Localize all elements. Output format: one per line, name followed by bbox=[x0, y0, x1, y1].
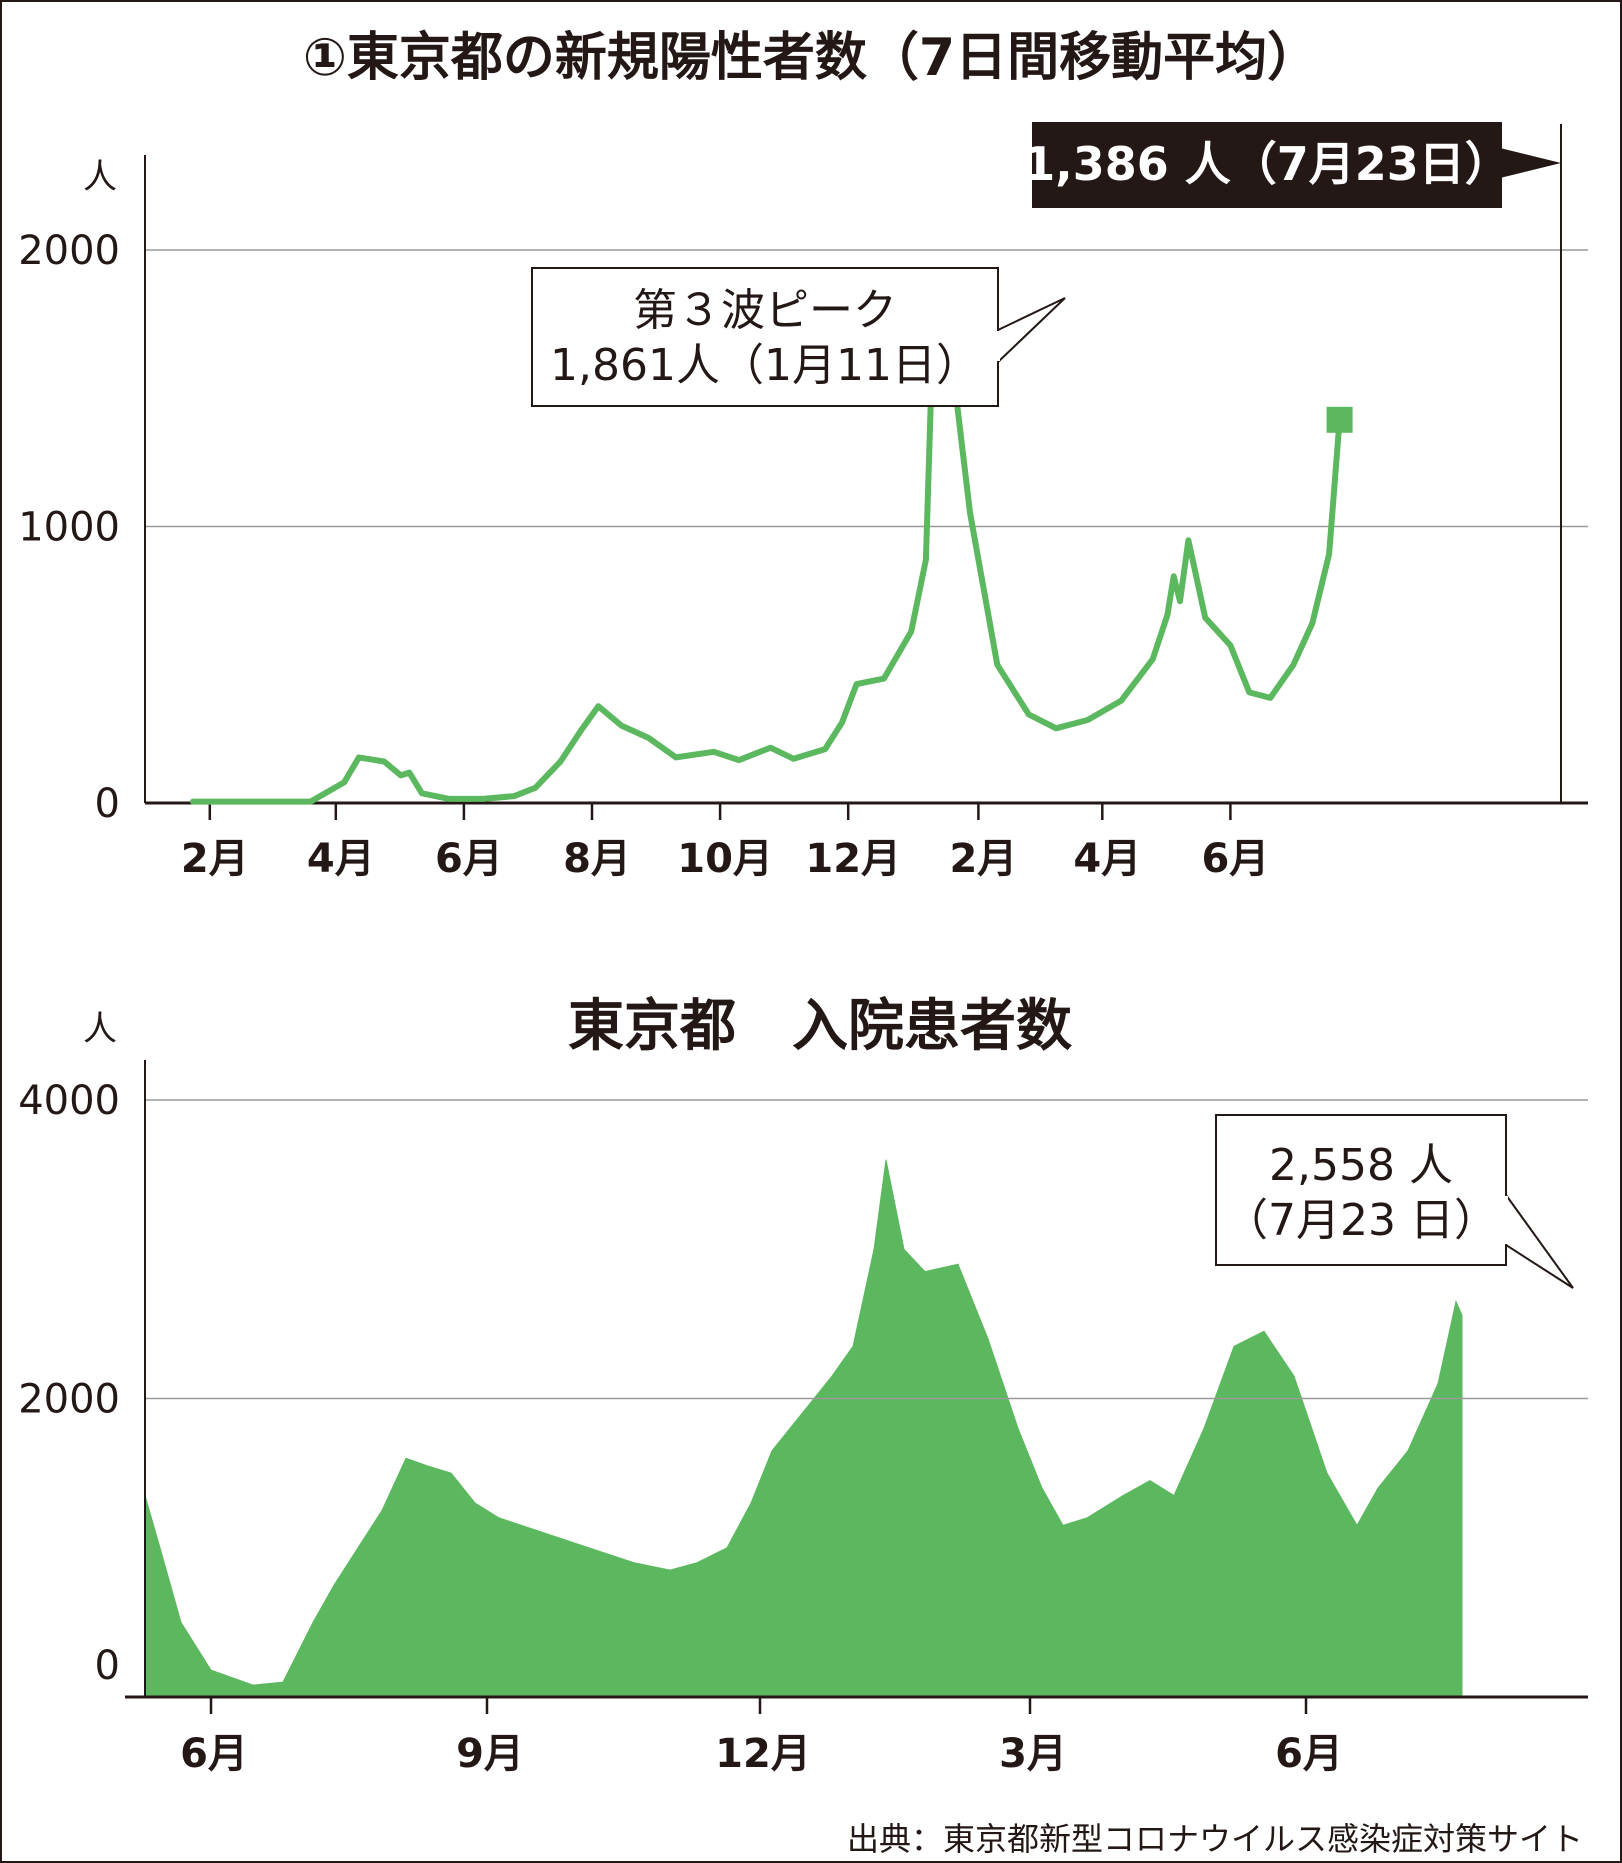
chart1-x-tick-label: 6月 bbox=[435, 836, 503, 882]
chart2-x-tick-labels: 6月 9月 12月 3月 6月 bbox=[180, 1697, 1343, 1777]
chart2-y-tick-label: 4000 bbox=[18, 1078, 120, 1124]
chart2-x-tick-label: 12月 bbox=[715, 1731, 811, 1777]
chart1-title: ①東京都の新規陽性者数（7日間移動平均） bbox=[303, 28, 1319, 88]
chart1-x-tick-label: 2月 bbox=[181, 836, 249, 882]
chart1-y-tick-label: 0 bbox=[95, 781, 120, 827]
chart2-x-tick-label: 9月 bbox=[456, 1731, 524, 1777]
chart1-latest-point bbox=[1326, 406, 1353, 433]
chart2-x-tick-label: 6月 bbox=[1275, 1731, 1343, 1777]
chart1-gridlines bbox=[145, 249, 1588, 528]
chart1-x-tick-label: 2月 bbox=[949, 836, 1017, 882]
chart1-x-tick-labels: 2月 4月 6月 8月 10月 12月 2月 4月 6月 bbox=[181, 803, 1269, 882]
chart2-gridlines bbox=[145, 1099, 1588, 1400]
chart2-latest-label-line1: 2,558 人 bbox=[1269, 1140, 1453, 1191]
chart2-x-tick-label: 6月 bbox=[180, 1731, 248, 1777]
chart1-latest-callout-pointer bbox=[1500, 148, 1561, 178]
chart1-x-tick-label: 6月 bbox=[1201, 836, 1269, 882]
chart2-series-area bbox=[144, 1159, 1463, 1698]
chart1-peak-callout-box bbox=[531, 267, 999, 407]
chart1-peak-label-line1: 第３波ピーク bbox=[633, 285, 897, 336]
chart1-y-tick-labels: 0 1000 2000 bbox=[18, 228, 120, 827]
source-credit: 出典：東京都新型コロナウイルス感染症対策サイト bbox=[847, 1820, 1583, 1858]
chart2-title: 東京都 入院患者数 bbox=[568, 994, 1072, 1059]
chart1-x-tick-label: 4月 bbox=[1073, 836, 1141, 882]
chart2-x-tick-label: 3月 bbox=[999, 1731, 1067, 1777]
chart1-series-line bbox=[190, 285, 1343, 805]
chart2-y-tick-labels: 0 2000 4000 bbox=[18, 1078, 120, 1689]
chart1-latest-label: 1,386 人（7月23日） bbox=[1023, 137, 1511, 191]
chart1-latest-callout-box bbox=[1032, 122, 1502, 208]
chart1-x-tick-label: 10月 bbox=[677, 836, 773, 882]
chart2-latest-label-line2: （7月23 日） bbox=[1224, 1195, 1498, 1246]
chart1-x-tick-label: 4月 bbox=[307, 836, 375, 882]
chart2-y-tick-label: 2000 bbox=[18, 1377, 120, 1423]
chart1-y-tick-label: 1000 bbox=[18, 505, 120, 551]
chart2-latest-callout-box bbox=[1215, 1114, 1507, 1266]
chart1-x-tick-label: 12月 bbox=[805, 836, 901, 882]
chart1-x-tick-label: 8月 bbox=[563, 836, 631, 882]
chart2-y-tick-label: 0 bbox=[95, 1643, 120, 1689]
chart1-y-tick-label: 2000 bbox=[18, 228, 120, 274]
chart1-y-unit: 人 bbox=[83, 157, 117, 197]
chart1-peak-label-line2: 1,861人（1月11日） bbox=[550, 340, 980, 391]
chart2-y-unit: 人 bbox=[83, 1009, 117, 1049]
